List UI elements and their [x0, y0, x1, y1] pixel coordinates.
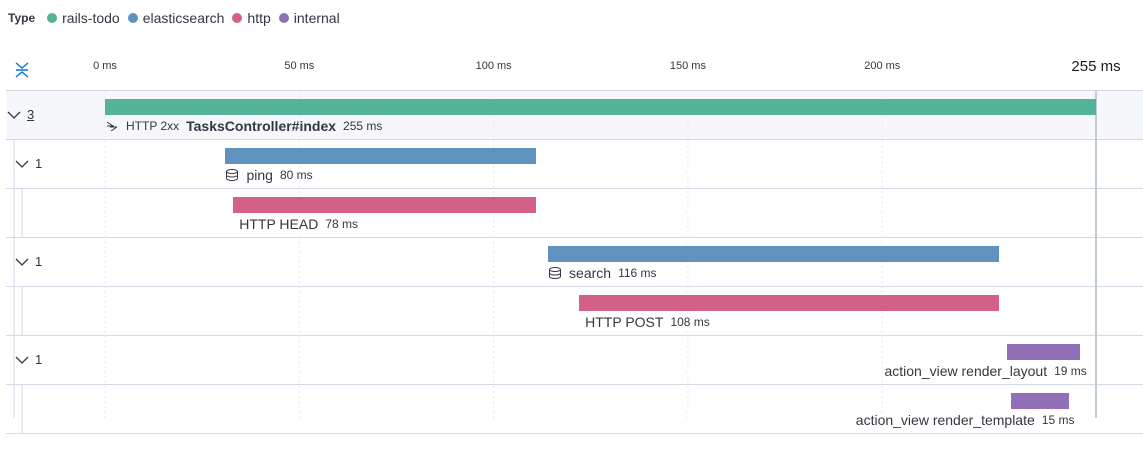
expand-chevron[interactable] [15, 258, 29, 266]
http-icon [106, 121, 118, 132]
legend-swatch [232, 13, 243, 23]
child-count[interactable]: 3 [27, 107, 35, 122]
legend-swatch [278, 13, 289, 23]
span-row [6, 287, 1143, 336]
span-name: search [569, 265, 612, 281]
legend-item: elasticsearch [127, 10, 225, 26]
span-row [6, 140, 1143, 189]
db-icon [549, 267, 562, 279]
span-bar[interactable] [1006, 344, 1081, 360]
legend-swatch [127, 13, 138, 23]
span-name: ping [246, 167, 273, 183]
span-row [6, 90, 1143, 140]
span-name: action_view render_template [855, 412, 1035, 428]
x-tick-label: 200 ms [864, 60, 901, 72]
child-count[interactable]: 1 [35, 254, 43, 269]
expand-chevron[interactable] [15, 160, 29, 168]
expand-chevron[interactable] [7, 111, 21, 119]
x-tick-label: 100 ms [475, 60, 512, 72]
span-bar[interactable] [233, 197, 537, 213]
span-row [6, 385, 1143, 434]
x-tick-label: 150 ms [669, 60, 706, 72]
span-label: HTTP 2xx TasksController#index 255 ms [105, 118, 382, 134]
span-bar[interactable] [579, 295, 999, 311]
span-row [6, 336, 1143, 385]
collapse-all-icon[interactable] [13, 60, 33, 80]
span-label: action_view render_template 15 ms [856, 412, 1075, 428]
child-count[interactable]: 1 [35, 352, 43, 367]
legend-item: http [232, 10, 271, 26]
status-badge: HTTP 2xx [126, 119, 180, 133]
expand-chevron[interactable] [15, 356, 29, 364]
legend-label: internal [293, 10, 340, 26]
x-tick-label: 50 ms [284, 60, 315, 72]
span-label: search 116 ms [548, 265, 657, 281]
legend: Type rails-todo elasticsearch http internal [8, 10, 348, 26]
span-duration: 255 ms [343, 119, 383, 133]
span-duration: 116 ms [618, 266, 657, 280]
span-name: HTTP POST [585, 314, 664, 330]
legend-label: rails-todo [62, 10, 120, 26]
legend-title: Type [8, 11, 36, 25]
x-tick-label: 0 ms [93, 60, 117, 72]
span-name: TasksController#index [186, 118, 337, 134]
span-name: action_view render_layout [884, 363, 1048, 379]
legend-item: rails-todo [47, 10, 120, 26]
span-name: HTTP HEAD [239, 216, 319, 232]
db-icon [226, 169, 239, 181]
span-bar[interactable] [105, 99, 1096, 115]
span-label: ping 80 ms [225, 167, 313, 183]
legend-swatch [47, 13, 58, 23]
span-duration: 108 ms [670, 315, 710, 329]
legend-label: http [247, 10, 271, 26]
span-bar[interactable] [225, 148, 537, 164]
span-row [6, 238, 1143, 287]
child-count[interactable]: 1 [35, 156, 43, 171]
span-duration: 80 ms [279, 168, 313, 182]
span-duration: 19 ms [1054, 364, 1087, 378]
x-tick-label: 255 ms [1071, 58, 1121, 75]
span-bar[interactable] [548, 246, 999, 262]
span-label: action_view render_layout 19 ms [884, 363, 1086, 379]
span-duration: 15 ms [1041, 413, 1075, 427]
span-label: HTTP POST 108 ms [579, 314, 710, 330]
span-row [6, 189, 1143, 238]
span-bar[interactable] [1010, 393, 1069, 409]
legend-label: elasticsearch [142, 10, 225, 26]
span-duration: 78 ms [325, 217, 359, 231]
span-label: HTTP HEAD 78 ms [233, 216, 358, 232]
legend-item: internal [278, 10, 340, 26]
